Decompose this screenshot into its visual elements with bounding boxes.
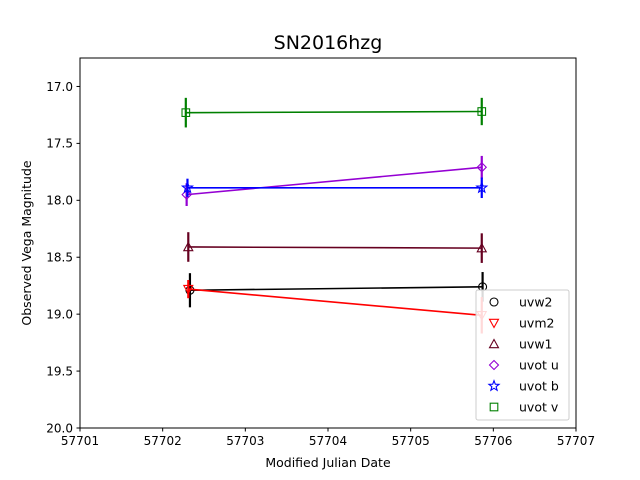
- series-line: [188, 246, 482, 249]
- data-point: [182, 241, 194, 252]
- series-line: [186, 166, 482, 196]
- legend-marker: [489, 402, 499, 412]
- x-tick-label: 57704: [309, 434, 347, 448]
- series-uvw1: [182, 232, 488, 263]
- series-line: [189, 286, 483, 292]
- y-tick-label: 18.5: [46, 251, 73, 265]
- legend-label: uvot b: [519, 379, 559, 394]
- legend: uvw2 uvm2 uvw1 uvot u uvot b uvot v: [475, 289, 570, 421]
- legend-label: uvot v: [519, 400, 559, 415]
- y-tick-label: 19.5: [46, 364, 73, 378]
- data-point: [475, 180, 489, 194]
- x-tick-label: 57707: [557, 434, 595, 448]
- y-axis-label: Observed Vega Magnitude: [19, 160, 34, 325]
- y-tick-label: 20.0: [46, 421, 73, 435]
- legend-label: uvot u: [519, 358, 559, 373]
- y-tick-label: 17.5: [46, 137, 73, 151]
- x-tick-label: 57706: [474, 434, 512, 448]
- y-tick-label: 17.0: [46, 80, 73, 94]
- data-point: [476, 162, 488, 173]
- x-tick-label: 57702: [144, 434, 182, 448]
- legend-marker: [489, 297, 499, 307]
- series-uvot-b: [180, 177, 489, 199]
- legend-label: uvw1: [519, 337, 553, 352]
- legend-marker: [488, 359, 500, 371]
- x-tick-label: 57703: [226, 434, 264, 448]
- series-uvot-v: [181, 97, 487, 128]
- legend-marker: [488, 338, 500, 349]
- x-tick-label: 57705: [392, 434, 430, 448]
- y-tick-label: 19.0: [46, 307, 73, 321]
- data-point: [476, 242, 488, 253]
- data-point: [181, 108, 191, 117]
- series-line: [188, 288, 482, 317]
- series-line: [185, 110, 482, 114]
- x-tick-label: 57701: [61, 434, 99, 448]
- data-point: [182, 284, 194, 295]
- chart-title: SN2016hzg: [274, 32, 383, 54]
- x-axis-label: Modified Julian Date: [265, 455, 391, 470]
- legend-marker: [487, 379, 501, 392]
- y-tick-label: 18.0: [46, 194, 73, 208]
- data-point: [180, 180, 195, 194]
- legend-box: [475, 289, 570, 421]
- axes-layer: 57701 57702 57703 57704 57705 57706 57707 17.0 1…: [46, 80, 595, 448]
- legend-label: uvw2: [519, 295, 553, 310]
- legend-marker: [488, 318, 500, 329]
- data-point: [477, 107, 487, 116]
- legend-label: uvm2: [519, 316, 554, 331]
